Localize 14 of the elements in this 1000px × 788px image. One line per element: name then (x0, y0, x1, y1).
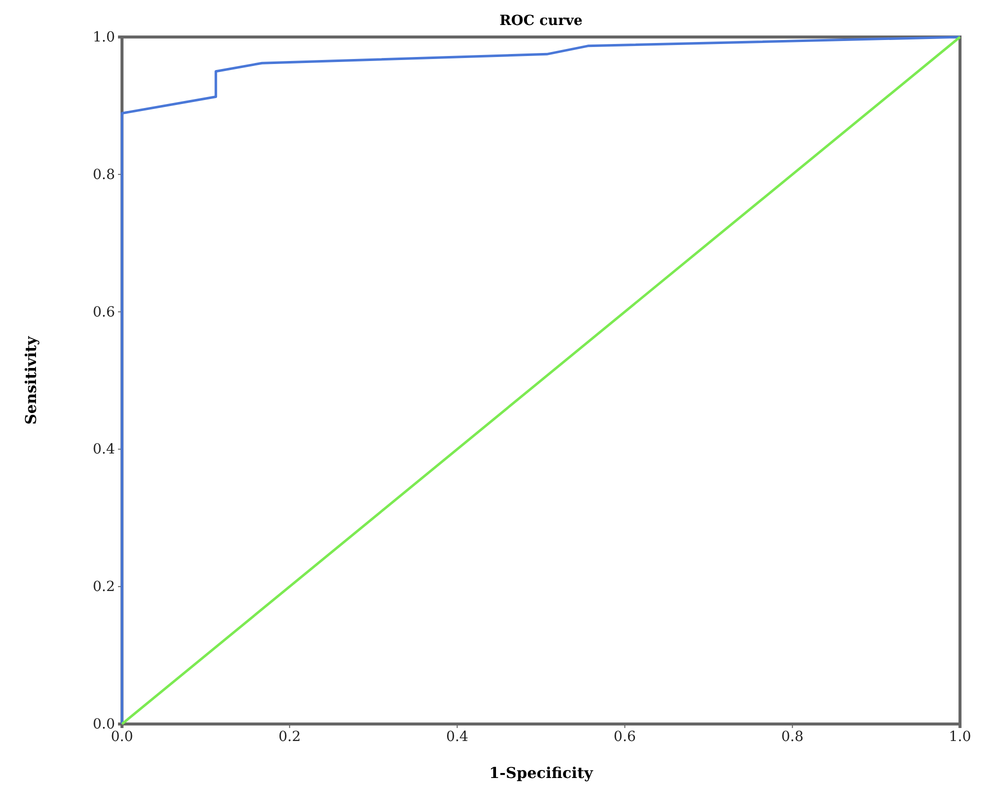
x-tick-label: 0.8 (781, 728, 804, 745)
y-tick-label: 1.0 (92, 29, 115, 46)
x-tick-label: 0.2 (278, 728, 301, 745)
y-axis-title: Sensitivity (22, 335, 40, 425)
x-tick-label: 1.0 (948, 728, 972, 745)
x-tick-label: 0.6 (614, 728, 636, 745)
y-tick-label: 0.8 (92, 166, 115, 183)
x-tick-label: 0.4 (446, 728, 468, 745)
x-axis-title: 1-Specificity (489, 764, 594, 782)
chart-title: ROC curve (500, 13, 583, 29)
y-tick-label: 0.2 (92, 579, 115, 596)
y-tick-label: 0.4 (92, 442, 116, 458)
y-tick-label: 0.6 (92, 304, 116, 320)
line-series (120, 36, 962, 726)
